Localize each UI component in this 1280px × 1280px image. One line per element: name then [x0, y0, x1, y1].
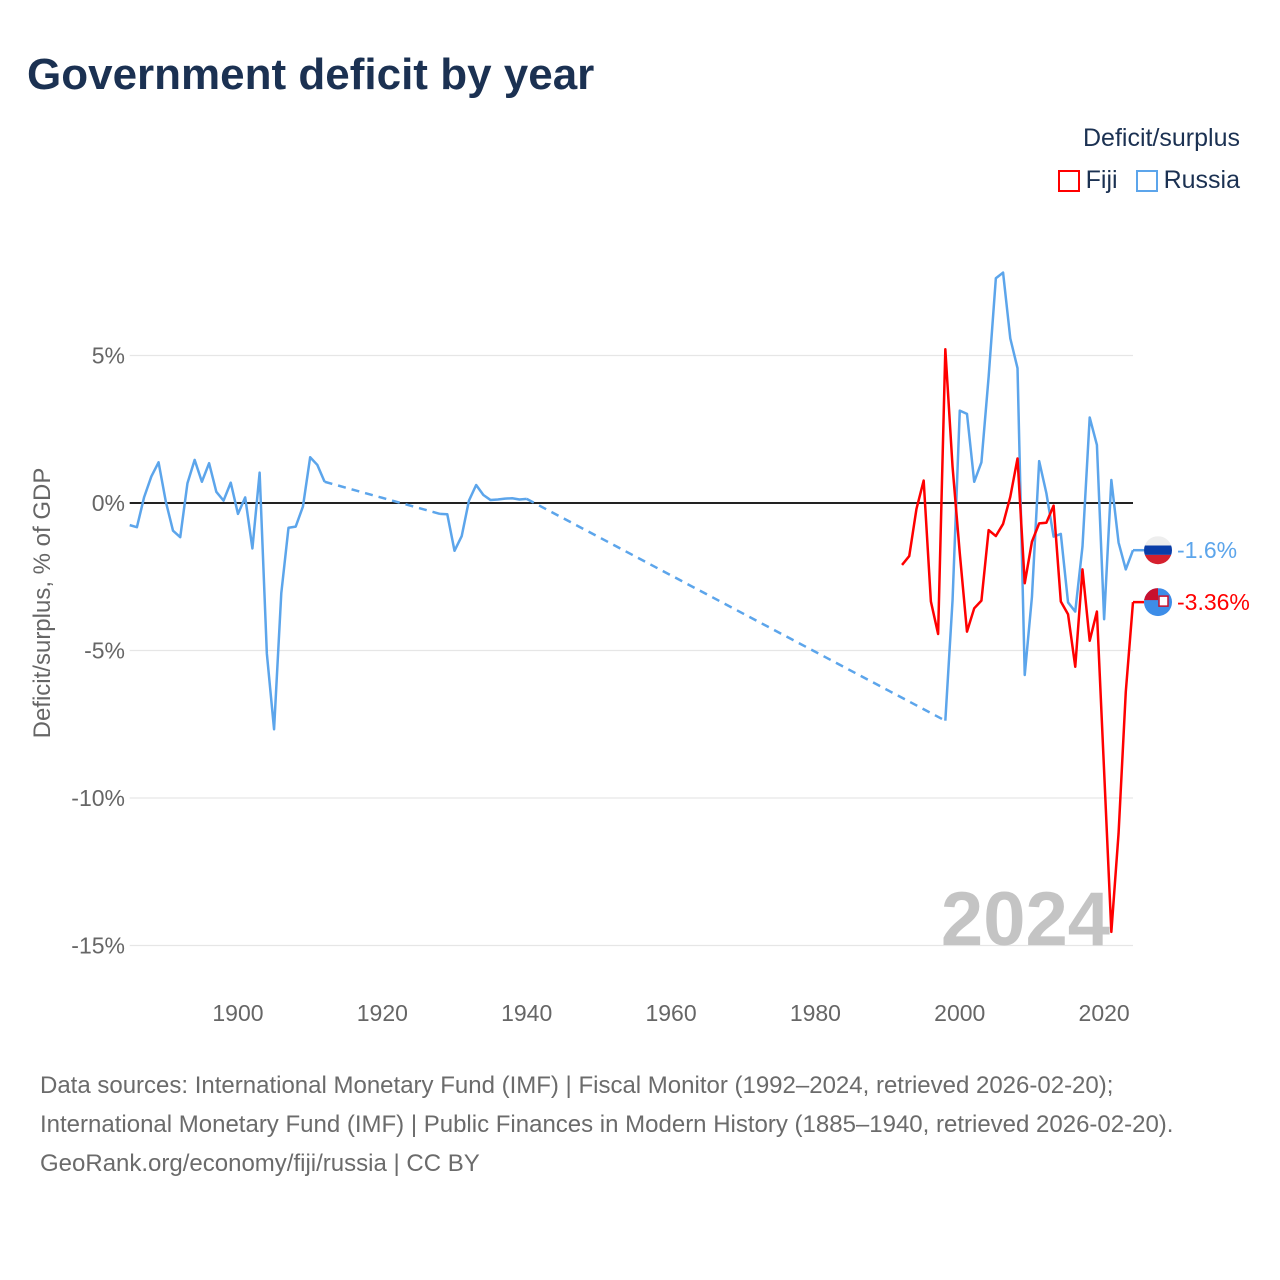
- flag-canton: [1144, 588, 1158, 601]
- y-tick-label: 5%: [92, 343, 125, 369]
- legend-item-russia[interactable]: Russia: [1135, 166, 1240, 195]
- x-tick-label: 1980: [790, 1000, 841, 1026]
- x-tick-label: 1940: [501, 1000, 552, 1026]
- legend-swatch-russia: [1135, 169, 1158, 192]
- flag-russia-icon: [1144, 536, 1172, 565]
- chart-title: Government deficit by year: [27, 50, 595, 99]
- footer: Data sources: International Monetary Fun…: [40, 1066, 1240, 1183]
- legend-label-fiji: Fiji: [1085, 166, 1118, 194]
- series-gap-russia: [324, 480, 441, 516]
- y-tick-label: -5%: [84, 638, 125, 664]
- legend-item-fiji[interactable]: Fiji: [1057, 166, 1118, 195]
- legend-label-russia: Russia: [1163, 166, 1240, 194]
- flag-shield: [1158, 595, 1169, 607]
- y-axis-label: Deficit/surplus, % of GDP: [29, 468, 56, 739]
- series-gap-russia: [526, 497, 946, 722]
- y-tick-label: -10%: [71, 785, 125, 811]
- x-tick-label: 1920: [357, 1000, 408, 1026]
- x-tick-label: 1960: [645, 1000, 696, 1026]
- y-tick-label: 0%: [92, 490, 125, 516]
- legend: Fiji Russia: [1057, 166, 1240, 195]
- flag-stripe: [1144, 536, 1172, 547]
- end-label-russia: -1.6%: [1177, 537, 1237, 563]
- flag-fiji-icon: [1144, 588, 1172, 617]
- flag-stripe: [1144, 545, 1172, 555]
- year-watermark: 2024: [941, 877, 1110, 962]
- x-tick-label: 2000: [934, 1000, 985, 1026]
- x-tick-label: 2020: [1079, 1000, 1130, 1026]
- flag-stripe: [1144, 554, 1172, 565]
- series-line-russia: [944, 271, 1135, 721]
- legend-title: Deficit/surplus: [1083, 124, 1240, 152]
- series-line-russia: [129, 456, 326, 731]
- series-line-russia: [440, 483, 527, 553]
- end-label-fiji: -3.36%: [1177, 589, 1250, 615]
- y-tick-label: -15%: [71, 933, 125, 959]
- x-tick-label: 1900: [212, 1000, 263, 1026]
- credit-link[interactable]: GeoRank.org/economy/fiji/russia | CC BY: [40, 1150, 480, 1177]
- series-line-fiji: [901, 348, 1135, 934]
- data-sources: Data sources: International Monetary Fun…: [40, 1072, 1174, 1138]
- legend-swatch-fiji: [1057, 169, 1080, 192]
